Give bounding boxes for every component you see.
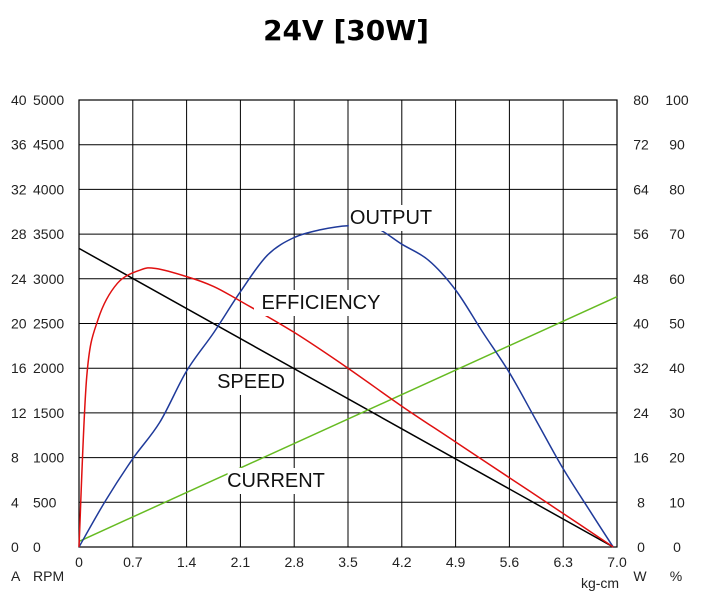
speed-tick-label: 1000 (33, 450, 64, 466)
x-tick-label: 0.7 (123, 554, 143, 570)
current-line (78, 296, 618, 543)
x-tick-label: 2.1 (231, 554, 251, 570)
speed-tick-label: 1500 (33, 405, 64, 421)
current-tick-label: 36 (11, 137, 27, 153)
current-tick-label: 32 (11, 181, 27, 197)
efficiency-tick-label: 70 (669, 226, 685, 242)
current-tick-label: 20 (11, 316, 27, 332)
speed-tick-label: 4000 (33, 181, 64, 197)
output-tick-label: 0 (637, 539, 645, 555)
speed-tick-label: 4500 (33, 137, 64, 153)
series-annotations: OUTPUT EFFICIENCY SPEED CURRENT (215, 205, 434, 494)
efficiency-label: EFFICIENCY (262, 292, 381, 314)
efficiency-tick-label: 0 (673, 539, 681, 555)
output-tick-label: 8 (637, 494, 645, 510)
tick-labels: 0 0.7 1.4 2.1 2.8 3.5 4.2 4.9 5.6 6.3 7.0048121620… (11, 92, 689, 570)
series-layer (78, 224, 618, 548)
grid (78, 99, 618, 548)
plot-frame (78, 99, 618, 548)
output-tick-label: 24 (633, 405, 649, 421)
x-tick-label: 4.9 (446, 554, 466, 570)
speed-axis-unit: RPM (33, 568, 64, 584)
efficiency-tick-label: 50 (669, 316, 685, 332)
x-tick-label: 0 (75, 554, 83, 570)
current-tick-label: 24 (11, 271, 27, 287)
speed-label: SPEED (217, 371, 285, 393)
output-line (78, 224, 614, 548)
efficiency-tick-label: 30 (669, 405, 685, 421)
output-tick-label: 80 (633, 92, 649, 108)
speed-tick-label: 500 (33, 494, 57, 510)
efficiency-tick-label: 10 (669, 494, 685, 510)
efficiency-tick-label: 90 (669, 137, 685, 153)
current-tick-label: 16 (11, 360, 27, 376)
x-tick-label: 2.8 (284, 554, 304, 570)
speed-tick-label: 5000 (33, 92, 64, 108)
efficiency-tick-label: 20 (669, 450, 685, 466)
efficiency-line (78, 267, 614, 548)
efficiency-tick-label: 40 (669, 360, 685, 376)
speed-tick-label: 0 (33, 539, 41, 555)
x-tick-label: 3.5 (338, 554, 358, 570)
current-tick-label: 8 (11, 450, 19, 466)
current-axis-unit: A (11, 568, 21, 584)
speed-label-bg (215, 369, 287, 395)
efficiency-axis-unit: % (670, 568, 682, 584)
x-tick-label: 7.0 (607, 554, 627, 570)
speed-tick-label: 2500 (33, 316, 64, 332)
output-label: OUTPUT (350, 207, 432, 229)
x-tick-label: 5.6 (500, 554, 520, 570)
x-tick-label: 6.3 (553, 554, 573, 570)
output-tick-label: 32 (633, 360, 649, 376)
speed-tick-label: 3000 (33, 271, 64, 287)
efficiency-tick-label: 60 (669, 271, 685, 287)
speed-line (78, 247, 614, 548)
current-tick-label: 40 (11, 92, 27, 108)
efficiency-tick-label: 80 (669, 181, 685, 197)
current-label-bg (227, 468, 325, 494)
output-label-bg (348, 205, 434, 231)
x-tick-label: 1.4 (177, 554, 197, 570)
chart-title: 24V [30W] (263, 14, 429, 47)
output-tick-label: 40 (633, 316, 649, 332)
efficiency-label-bg (254, 290, 388, 316)
output-tick-label: 48 (633, 271, 649, 287)
output-axis-unit: W (633, 568, 647, 584)
speed-tick-label: 2000 (33, 360, 64, 376)
efficiency-tick-label: 100 (665, 92, 689, 108)
output-tick-label: 64 (633, 181, 649, 197)
x-tick-label: 4.2 (392, 554, 412, 570)
output-tick-label: 72 (633, 137, 649, 153)
speed-tick-label: 3500 (33, 226, 64, 242)
x-axis-unit: kg-cm (581, 575, 619, 591)
current-tick-label: 4 (11, 494, 19, 510)
current-label: CURRENT (227, 470, 325, 492)
current-tick-label: 28 (11, 226, 27, 242)
output-tick-label: 56 (633, 226, 649, 242)
current-tick-label: 12 (11, 405, 27, 421)
output-tick-label: 16 (633, 450, 649, 466)
current-tick-label: 0 (11, 539, 19, 555)
